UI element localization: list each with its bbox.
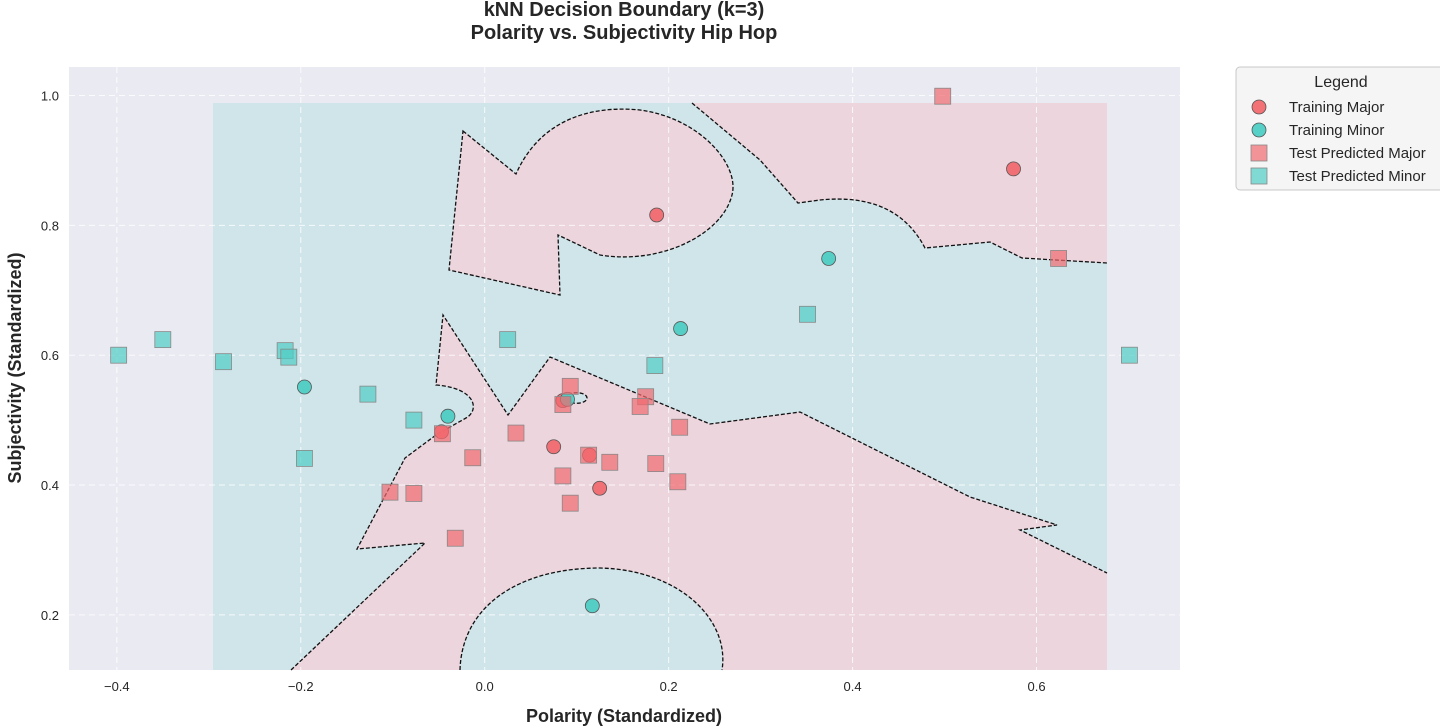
training-minor-point [821,251,837,266]
test-predicted-major-point [561,494,579,512]
decision-regions [213,103,1107,670]
training-minor-point [584,598,600,614]
test-predicted-major-point [554,396,572,413]
legend-marker-training-major [1251,99,1267,115]
y-axis-label: Subjectivity (Standardized) [5,252,25,483]
y-tick-label: 1.0 [41,89,59,104]
x-axis-label: Polarity (Standardized) [526,706,722,726]
x-axis-ticks: −0.4 −0.2 0.0 0.2 0.4 0.6 [104,679,1046,694]
legend-label-training-minor: Training Minor [1289,122,1384,139]
chart-subtitle: Polarity vs. Subjectivity Hip Hop [471,22,778,44]
training-major-point [1006,161,1021,177]
decision-boundary [290,102,1108,671]
x-tick-label: 0.2 [660,679,678,694]
test-predicted-major-point [381,483,399,501]
test-predicted-major-point [631,398,649,415]
test-predicted-minor-point [154,331,172,349]
test-predicted-minor-point [280,348,298,366]
test-predicted-minor-point [646,357,664,374]
test-predicted-major-point [561,377,579,395]
major-region-upper-right [692,103,1107,263]
training-minor-point [440,408,456,424]
test-predicted-minor-point [215,353,232,371]
test-predicted-minor-point [110,346,128,364]
legend-box [1235,66,1440,191]
test-predicted-major-point [601,453,619,471]
training-major-point [546,439,562,455]
test-predicted-major-point [433,425,451,443]
test-predicted-major-point [934,87,952,105]
training-major-point [592,480,608,496]
training-minor-point [297,379,312,395]
training-major-point [649,207,665,223]
test-predicted-minor-point [359,385,377,403]
legend: Legend Training Major Training Minor Tes… [1235,66,1440,191]
test-predicted-major-point [669,473,687,491]
test-predicted-minor-point [296,449,313,467]
test-predicted-major-point [1050,250,1067,267]
test-predicted-minor-point [799,305,816,323]
y-axis-ticks: 0.2 0.4 0.6 0.8 1.0 [41,89,59,623]
y-tick-label: 0.4 [41,478,59,493]
legend-label-training-major: Training Major [1289,99,1384,116]
legend-marker-test-minor [1250,167,1268,185]
boundary-lower-main [290,313,1108,671]
x-tick-label: 0.6 [1027,679,1045,694]
x-tick-label: −0.4 [104,679,130,694]
y-tick-label: 0.6 [41,348,59,363]
x-tick-label: −0.2 [288,679,314,694]
test-predicted-major-point [446,529,464,547]
x-tick-label: 0.4 [844,679,862,694]
test-predicted-minor-point [1121,346,1138,364]
y-tick-label: 0.8 [41,218,59,233]
boundary-upper-left [448,108,734,296]
major-region-upper-left [449,109,734,295]
legend-label-test-minor: Test Predicted Minor [1289,168,1426,185]
test-predicted-major-point [647,455,665,472]
y-tick-label: 0.2 [41,608,59,623]
test-predicted-minor-point [499,331,517,349]
test-predicted-major-point [405,485,423,502]
test-predicted-major-point [671,418,689,436]
test-predicted-major-point [554,467,572,485]
x-tick-label: 0.0 [476,679,494,694]
chart-title: kNN Decision Boundary (k=3) [484,0,765,21]
legend-title: Legend [1314,74,1367,91]
legend-marker-training-minor [1251,122,1267,138]
grid [69,67,1180,670]
legend-marker-test-major [1250,144,1268,162]
test-predicted-major-point [464,449,482,467]
legend-label-test-major: Test Predicted Major [1289,145,1426,162]
boundary-upper-right [691,102,1108,264]
major-region-lower [291,315,1107,670]
test-predicted-minor-point [405,411,423,429]
test-predicted-major-point [580,446,598,464]
boundary-bottom-arc [459,567,724,671]
test-predicted-major-point [507,424,525,442]
training-minor-point [673,321,689,336]
data-points [110,87,1138,614]
